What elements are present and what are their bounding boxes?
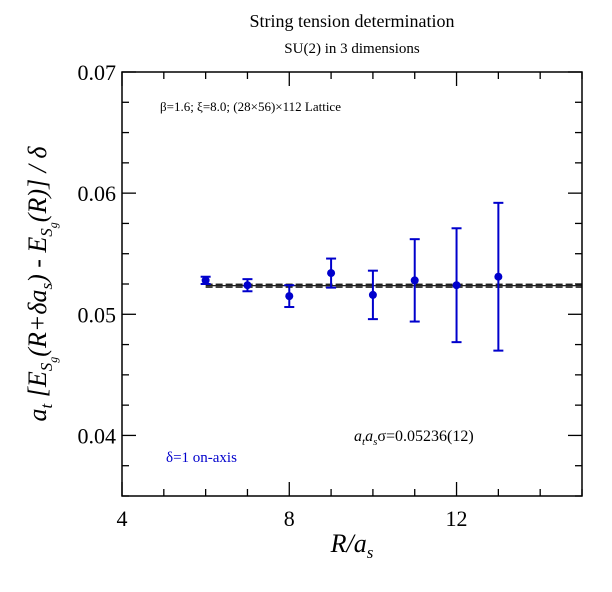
x-axis-label: R/as (330, 529, 374, 562)
data-point (368, 290, 377, 299)
x-tick-label: 4 (117, 506, 128, 531)
data-point (285, 292, 294, 301)
chart-title: String tension determination (250, 11, 455, 31)
y-tick-label: 0.06 (78, 181, 117, 206)
y-axis-label: at [ESg(R+δas) - ESg(R)] / δ (23, 146, 60, 422)
data-series (200, 201, 504, 352)
lattice-annotation: β=1.6; ξ=8.0; (28×56)×112 Lattice (160, 99, 341, 114)
y-tick-label: 0.04 (78, 423, 117, 448)
data-point (452, 281, 461, 290)
data-point (410, 276, 419, 285)
data-point (327, 269, 336, 278)
legend-entry: δ=1 on-axis (166, 450, 237, 466)
axes: 4 8 12 0.04 0.05 0.06 0.07 (78, 60, 583, 531)
data-point (201, 276, 210, 285)
x-tick-label: 8 (284, 506, 295, 531)
data-point (243, 281, 252, 290)
fit-band (205, 283, 582, 288)
y-tick-label: 0.05 (78, 302, 117, 327)
chart-subtitle: SU(2) in 3 dimensions (284, 41, 420, 57)
data-point (494, 272, 503, 281)
x-tick-label: 12 (446, 506, 468, 531)
fit-label: atasσ=0.05236(12) (354, 428, 474, 448)
y-tick-label: 0.07 (78, 60, 117, 85)
